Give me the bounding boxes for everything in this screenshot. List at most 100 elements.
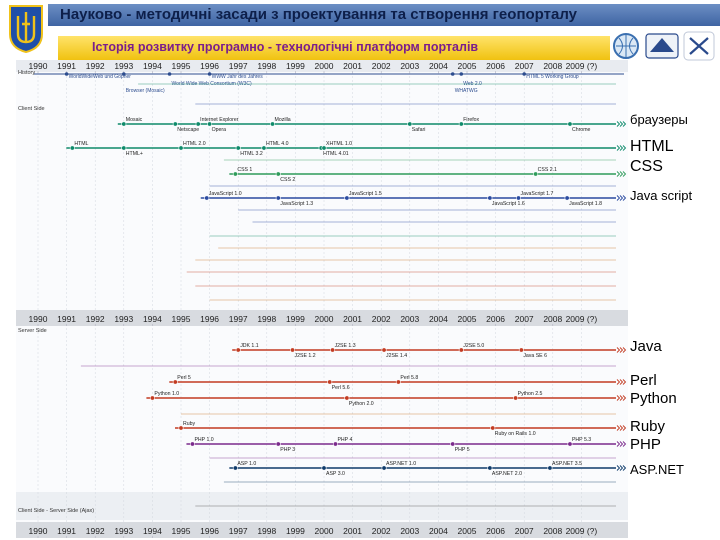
- history-event-marker: [207, 72, 212, 76]
- track-event-label: Safari: [412, 127, 426, 133]
- year-label: 1991: [57, 526, 76, 536]
- year-label: 2007: [515, 61, 534, 71]
- track-event-label: ASP 3.0: [326, 471, 345, 477]
- track-event-marker: [395, 379, 401, 385]
- side-label-java: Java: [630, 338, 662, 355]
- track-event-marker: [235, 347, 241, 353]
- year-label: 1994: [143, 61, 162, 71]
- track-arrow-asp: [622, 465, 627, 471]
- header: Науково - методичні засади з проектуванн…: [0, 0, 720, 62]
- year-label: 2006: [486, 314, 505, 324]
- track-event-marker: [327, 379, 333, 385]
- track-event-label: JavaScript 1.7: [520, 191, 553, 197]
- year-label: 2008: [543, 526, 562, 536]
- track-event-marker: [381, 465, 387, 471]
- year-label: 1991: [57, 61, 76, 71]
- track-event-label: HTML 4.01: [323, 151, 349, 157]
- track-event-marker: [547, 465, 553, 471]
- track-event-label: HTML: [74, 141, 88, 147]
- track-event-label: CSS 1: [237, 167, 252, 173]
- year-label: 2008: [543, 314, 562, 324]
- year-label: 2005: [458, 61, 477, 71]
- track-event-label: HTML+: [126, 151, 143, 157]
- year-label: 1990: [29, 526, 48, 536]
- track-arrow-browser: [619, 121, 624, 127]
- year-label: 1999: [286, 314, 305, 324]
- year-label: 1991: [57, 314, 76, 324]
- track-event-label: JavaScript 1.6: [492, 201, 525, 207]
- year-label: 1993: [114, 314, 133, 324]
- track-event-label: Netscape: [177, 127, 199, 133]
- track-arrow-asp: [619, 465, 624, 471]
- track-arrow-php: [619, 441, 624, 447]
- year-label: 1992: [86, 61, 105, 71]
- track-event-marker: [487, 195, 493, 201]
- year-label: 1990: [29, 61, 48, 71]
- diagram-background: [16, 60, 628, 538]
- year-label: 2003: [400, 61, 419, 71]
- track-arrow-perl: [622, 379, 627, 385]
- track-event-marker: [275, 195, 281, 201]
- track-arrow-java: [619, 347, 624, 353]
- track-arrow-js: [619, 195, 624, 201]
- track-event-label: JavaScript 1.0: [209, 191, 242, 197]
- year-label: 1993: [114, 61, 133, 71]
- track-event-marker: [149, 395, 155, 401]
- track-arrow-browser: [622, 121, 627, 127]
- section-label-client-side: Client Side: [18, 106, 45, 112]
- year-label: 1999: [286, 526, 305, 536]
- track-arrow-java: [622, 347, 627, 353]
- track-event-label: Chrome: [572, 127, 591, 133]
- track-event-label: J2SE 1.2: [295, 353, 316, 359]
- track-event-label: Internet Explorer: [200, 117, 239, 123]
- year-label: 2001: [343, 314, 362, 324]
- track-event-label: JavaScript 1.8: [569, 201, 602, 207]
- track-event-marker: [344, 195, 350, 201]
- history-event-label: HTML 5 Working Group: [526, 74, 579, 80]
- track-event-label: CSS 2: [280, 177, 295, 183]
- track-arrow-perl: [616, 379, 621, 385]
- track-arrow-html: [622, 145, 627, 151]
- track-event-label: Mosaic: [126, 117, 143, 123]
- track-arrow-asp: [616, 465, 621, 471]
- year-label: 2004: [429, 526, 448, 536]
- track-event-label: HTML 3.2: [240, 151, 263, 157]
- year-band-middle: [16, 310, 628, 326]
- year-label: 2001: [343, 526, 362, 536]
- track-event-label: JDK 1.1: [240, 343, 259, 349]
- subtitle-bar: [58, 36, 610, 60]
- year-label: 1992: [86, 314, 105, 324]
- year-label: 1996: [200, 61, 219, 71]
- track-arrow-html: [619, 145, 624, 151]
- year-label: 2005: [458, 314, 477, 324]
- history-event-label: Browser (Mosaic): [126, 88, 165, 94]
- track-event-label: Python 2.5: [518, 391, 543, 397]
- track-event-label: J2SE 5.0: [463, 343, 484, 349]
- year-label: 2007: [515, 526, 534, 536]
- track-event-marker: [261, 145, 267, 151]
- track-event-label: PHP 4: [337, 437, 352, 443]
- year-label: 1998: [257, 61, 276, 71]
- history-event-marker: [450, 72, 455, 76]
- track-event-marker: [321, 465, 327, 471]
- track-arrow-java: [616, 347, 621, 353]
- section-label-server-side: Server Side: [18, 328, 47, 334]
- track-event-marker: [189, 441, 195, 447]
- track-event-marker: [381, 347, 387, 353]
- side-label-browsers: браузеры: [630, 112, 688, 127]
- side-label-php: PHP: [630, 436, 661, 453]
- year-label: 2009 (?): [566, 526, 598, 536]
- section-label-history: History: [18, 70, 35, 76]
- track-arrow-html: [616, 145, 621, 151]
- year-label: 2006: [486, 61, 505, 71]
- year-label: 2000: [315, 526, 334, 536]
- side-label-python: Python: [630, 390, 677, 407]
- title-bar: [48, 4, 720, 26]
- year-label: 1997: [229, 61, 248, 71]
- year-label: 1997: [229, 314, 248, 324]
- track-arrow-css: [622, 171, 627, 177]
- track-event-marker: [533, 171, 539, 177]
- track-event-label: Ruby: [183, 421, 196, 427]
- track-event-marker: [232, 465, 238, 471]
- track-event-marker: [172, 379, 178, 385]
